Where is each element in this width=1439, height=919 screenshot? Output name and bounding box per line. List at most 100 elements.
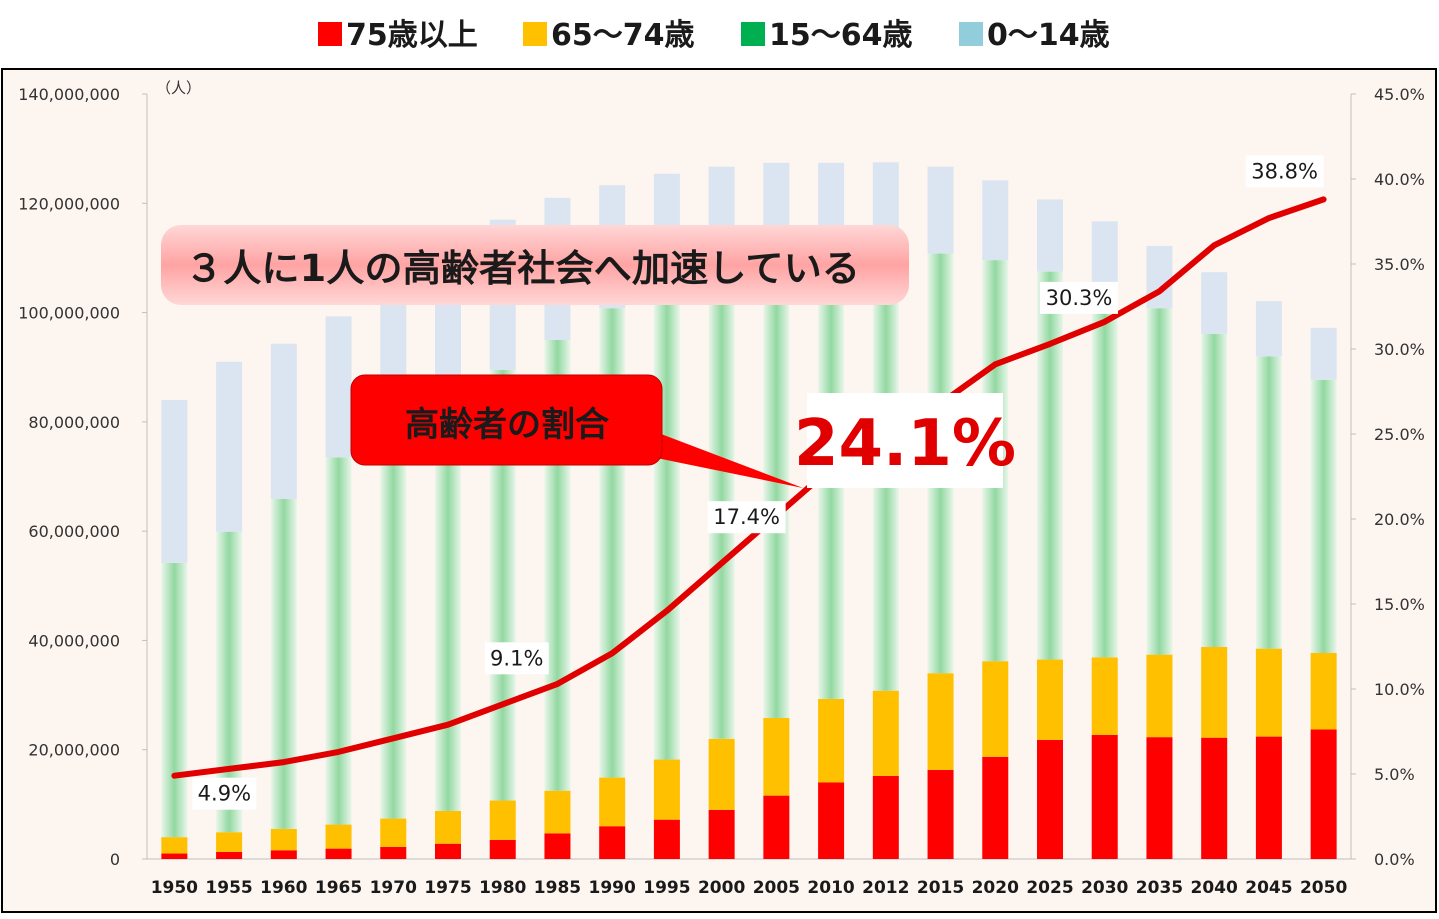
y2-tick-label: 35.0%: [1374, 255, 1425, 274]
bar-65-74: [1146, 654, 1173, 738]
x-tick-label: 2030: [1081, 878, 1128, 898]
bar-15-64: [161, 562, 188, 838]
x-tick-label: 2000: [698, 878, 745, 898]
headline-text: ３人に1人の高齢者社会へ加速している: [185, 247, 860, 290]
x-tick-label: 1960: [260, 878, 307, 898]
data-label-box: [1245, 155, 1324, 188]
x-tick-label: 2040: [1191, 878, 1238, 898]
legend-swatch: [523, 22, 547, 46]
data-label-box: [484, 642, 549, 675]
bar-75-plus: [1255, 736, 1282, 859]
bar-0-14: [1201, 272, 1228, 334]
legend-swatch: [959, 22, 983, 46]
x-tick-label: 2050: [1300, 878, 1347, 898]
y-tick-label: 100,000,000: [18, 304, 120, 323]
y2-tick-label: 10.0%: [1374, 680, 1425, 699]
x-tick-label: 2035: [1136, 878, 1183, 898]
bar-15-64: [653, 283, 680, 760]
legend-label: 15〜64歳: [769, 18, 913, 53]
data-label: 38.8%: [1251, 159, 1318, 183]
bar-15-64: [435, 396, 461, 811]
y-tick-label: 80,000,000: [28, 413, 120, 432]
legend-swatch: [318, 22, 342, 46]
bar-65-74: [763, 718, 790, 796]
legend-label: 65〜74歳: [551, 18, 695, 53]
x-tick-label: 2015: [917, 878, 964, 898]
bar-0-14: [325, 316, 352, 458]
unit-label: （人）: [156, 79, 201, 97]
x-tick-label: 2020: [972, 878, 1019, 898]
y2-tick-label: 15.0%: [1374, 595, 1425, 614]
bar-65-74: [380, 818, 407, 847]
bar-75-plus: [216, 851, 243, 859]
bar-75-plus: [161, 853, 188, 859]
y2-tick-label: 30.0%: [1374, 340, 1425, 359]
data-label: 9.1%: [490, 646, 543, 670]
y-tick-label: 20,000,000: [28, 741, 120, 760]
bar-0-14: [927, 166, 954, 254]
bar-75-plus: [435, 843, 461, 859]
bar-65-74: [216, 832, 243, 852]
bar-65-74: [1310, 652, 1337, 730]
bar-65-74: [982, 661, 1009, 757]
x-tick-label: 1955: [205, 878, 252, 898]
data-label: 17.4%: [713, 505, 780, 529]
y-tick-label: 40,000,000: [28, 631, 120, 650]
bar-0-14: [1310, 327, 1337, 380]
data-label-box: [707, 501, 786, 534]
x-tick-label: 1975: [424, 878, 471, 898]
callout-pointer: [640, 426, 803, 488]
bar-75-plus: [1146, 737, 1173, 859]
y2-tick-label: 0.0%: [1374, 850, 1415, 869]
bar-15-64: [1146, 308, 1173, 655]
bar-75-plus: [927, 769, 954, 859]
big-value-label: 24.1%: [794, 407, 1016, 481]
bar-75-plus: [325, 848, 352, 859]
bar-65-74: [872, 690, 899, 776]
bar-0-14: [982, 180, 1009, 261]
y-tick-label: 120,000,000: [18, 194, 120, 213]
bar-65-74: [708, 738, 735, 810]
bar-15-64: [325, 457, 352, 825]
y2-tick-label: 45.0%: [1374, 85, 1425, 104]
bar-65-74: [325, 824, 352, 849]
bar-65-74: [653, 759, 680, 820]
bar-65-74: [270, 828, 297, 851]
bar-75-plus: [1091, 734, 1118, 859]
bar-0-14: [216, 361, 243, 532]
bar-15-64: [763, 258, 790, 719]
bar-65-74: [1255, 648, 1282, 737]
bar-75-plus: [708, 809, 735, 859]
ratio-line-layer: 4.9% 9.1% 17.4% 30.3% 38.8%: [171, 155, 1327, 810]
bar-75-plus: [1310, 729, 1337, 859]
bars: [161, 162, 1337, 859]
bar-0-14: [1037, 199, 1063, 272]
callout-box: [350, 374, 663, 466]
bar-65-74: [599, 777, 626, 827]
bar-75-plus: [818, 782, 845, 859]
bar-15-64: [1037, 271, 1063, 660]
x-tick-label: 2025: [1026, 878, 1073, 898]
bar-75-plus: [653, 819, 680, 859]
x-tick-label: 2010: [807, 878, 854, 898]
bar-75-plus: [763, 795, 790, 859]
bar-65-74: [435, 810, 461, 844]
bar-15-64: [1310, 379, 1337, 653]
bar-15-64: [1201, 333, 1228, 647]
data-label-box: [192, 777, 257, 810]
bar-75-plus: [1201, 737, 1228, 859]
x-tick-label: 1965: [315, 878, 362, 898]
bar-65-74: [1037, 659, 1063, 740]
x-tick-label: 1985: [534, 878, 581, 898]
y2-tick-label: 25.0%: [1374, 425, 1425, 444]
y2-tick-label: 40.0%: [1374, 170, 1425, 189]
x-tick-label: 1950: [151, 878, 198, 898]
bar-75-plus: [270, 850, 297, 859]
bar-65-74: [489, 800, 516, 840]
bar-65-74: [161, 837, 188, 854]
bar-0-14: [1255, 301, 1282, 357]
legend-swatch: [741, 22, 765, 46]
bar-75-plus: [380, 846, 407, 859]
